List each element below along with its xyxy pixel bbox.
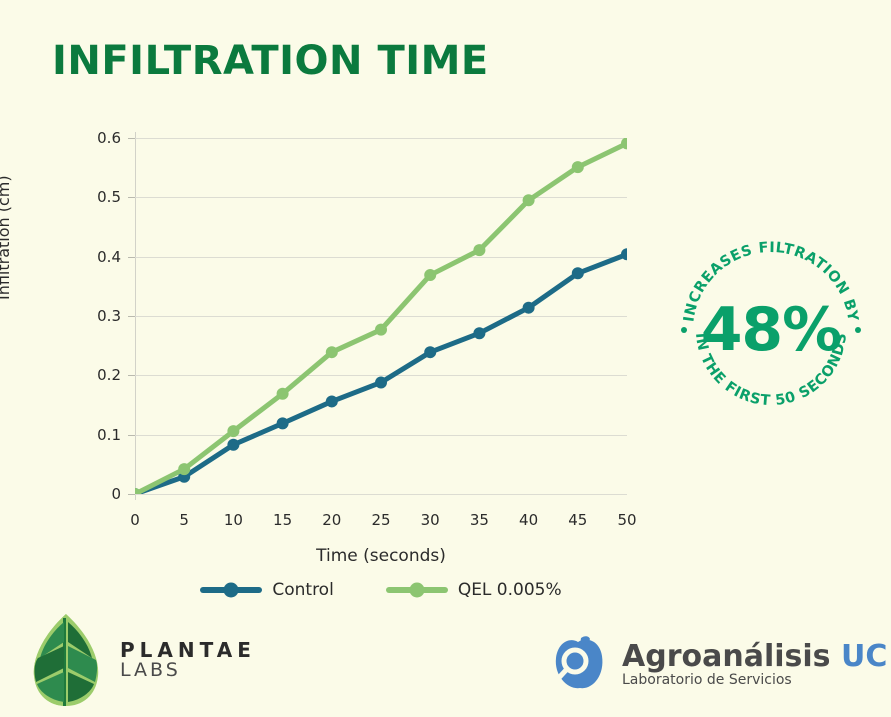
- data-point[interactable]: [375, 323, 387, 336]
- data-point[interactable]: [473, 244, 486, 257]
- agroanalisis-uc-logo: Agroanálisis UC Laboratorio de Servicios: [548, 634, 887, 694]
- data-point[interactable]: [178, 463, 191, 476]
- page-title: INFILTRATION TIME: [52, 38, 489, 84]
- x-tick-label: 25: [371, 511, 391, 529]
- plantae-name: PLANTAE: [120, 637, 256, 662]
- x-tick-label: 10: [223, 511, 243, 529]
- data-point[interactable]: [424, 346, 437, 359]
- y-tick-label: 0.6: [97, 129, 121, 147]
- x-tick-label: 0: [130, 511, 140, 529]
- x-tick-label: 50: [617, 511, 637, 529]
- y-tick-mark: [128, 434, 135, 436]
- data-point[interactable]: [424, 269, 437, 282]
- chart-legend: Control QEL 0.005%: [135, 580, 627, 600]
- x-tick-label: 40: [519, 511, 539, 529]
- x-tick-label: 45: [568, 511, 588, 529]
- chart-container: Infiltration (cm) 0 0.1 0.2 0.3 0.4 0.5 0.6 0 5…: [0, 0, 700, 620]
- agro-sub: Laboratorio de Servicios: [622, 671, 792, 688]
- gridline: [135, 197, 627, 199]
- y-tick-mark: [128, 138, 135, 139]
- data-point[interactable]: [227, 438, 240, 451]
- leaf-icon: [33, 614, 99, 706]
- data-point[interactable]: [621, 138, 627, 150]
- agro-name: Agroanálisis UC: [622, 640, 887, 673]
- gridline: [135, 375, 627, 377]
- x-tick-label: 15: [273, 511, 293, 529]
- data-point[interactable]: [227, 425, 240, 438]
- data-point[interactable]: [276, 417, 289, 430]
- legend-item-control[interactable]: Control: [200, 580, 334, 600]
- data-point[interactable]: [621, 248, 627, 261]
- y-tick-label: 0: [111, 485, 121, 503]
- y-tick-label: 0.5: [97, 188, 121, 207]
- agro-name-main: Agroanálisis: [622, 638, 831, 674]
- badge-percentage: 48%: [700, 295, 843, 365]
- y-tick-label: 0.4: [97, 247, 121, 266]
- legend-item-qel[interactable]: QEL 0.005%: [385, 580, 562, 600]
- data-point[interactable]: [375, 376, 387, 389]
- legend-swatch-qel: [385, 587, 448, 593]
- gridline: [135, 494, 627, 495]
- series-line-qel: [135, 140, 627, 494]
- line-chart-svg: [135, 138, 627, 494]
- data-point[interactable]: [325, 346, 338, 359]
- gridline: [135, 138, 627, 139]
- plantae-sub: LABS: [120, 658, 181, 681]
- legend-swatch-control: [200, 587, 263, 593]
- badge-circular-text: INCREASES FILTRATION BY IN THE FIRST 50 …: [681, 240, 861, 409]
- legend-label-control: Control: [272, 580, 334, 600]
- x-axis-label: Time (seconds): [316, 546, 446, 566]
- y-tick-mark: [128, 197, 135, 199]
- stat-badge: INCREASES FILTRATION BY IN THE FIRST 50 …: [676, 235, 866, 425]
- y-tick-mark: [128, 494, 135, 495]
- y-tick-label: 0.3: [97, 307, 121, 325]
- x-tick-label: 5: [179, 511, 189, 529]
- data-point[interactable]: [571, 161, 584, 174]
- y-tick-label: 0.2: [97, 366, 121, 385]
- data-point[interactable]: [325, 395, 338, 408]
- y-tick-mark: [128, 256, 135, 258]
- y-axis-label: Infiltration (cm): [0, 175, 13, 300]
- x-tick-label: 35: [469, 511, 489, 529]
- data-point[interactable]: [473, 327, 486, 340]
- y-tick-mark: [128, 375, 135, 377]
- data-point[interactable]: [571, 267, 584, 280]
- legend-label-qel: QEL 0.005%: [457, 580, 562, 600]
- gridline: [135, 256, 627, 258]
- apple-magnifier-icon: [552, 636, 603, 689]
- agro-name-uc: UC: [840, 638, 888, 674]
- y-tick-label: 0.1: [97, 425, 121, 444]
- series-line-control: [135, 251, 627, 494]
- x-tick-label: 30: [420, 511, 440, 529]
- y-tick-mark: [128, 316, 135, 317]
- gridline: [135, 434, 627, 436]
- data-point[interactable]: [276, 387, 289, 400]
- plantae-labs-logo: PLANTAE LABS: [30, 612, 256, 708]
- data-point[interactable]: [522, 194, 535, 207]
- data-point[interactable]: [135, 488, 141, 494]
- gridline: [135, 316, 627, 317]
- data-point[interactable]: [522, 301, 535, 314]
- x-tick-label: 20: [322, 511, 342, 529]
